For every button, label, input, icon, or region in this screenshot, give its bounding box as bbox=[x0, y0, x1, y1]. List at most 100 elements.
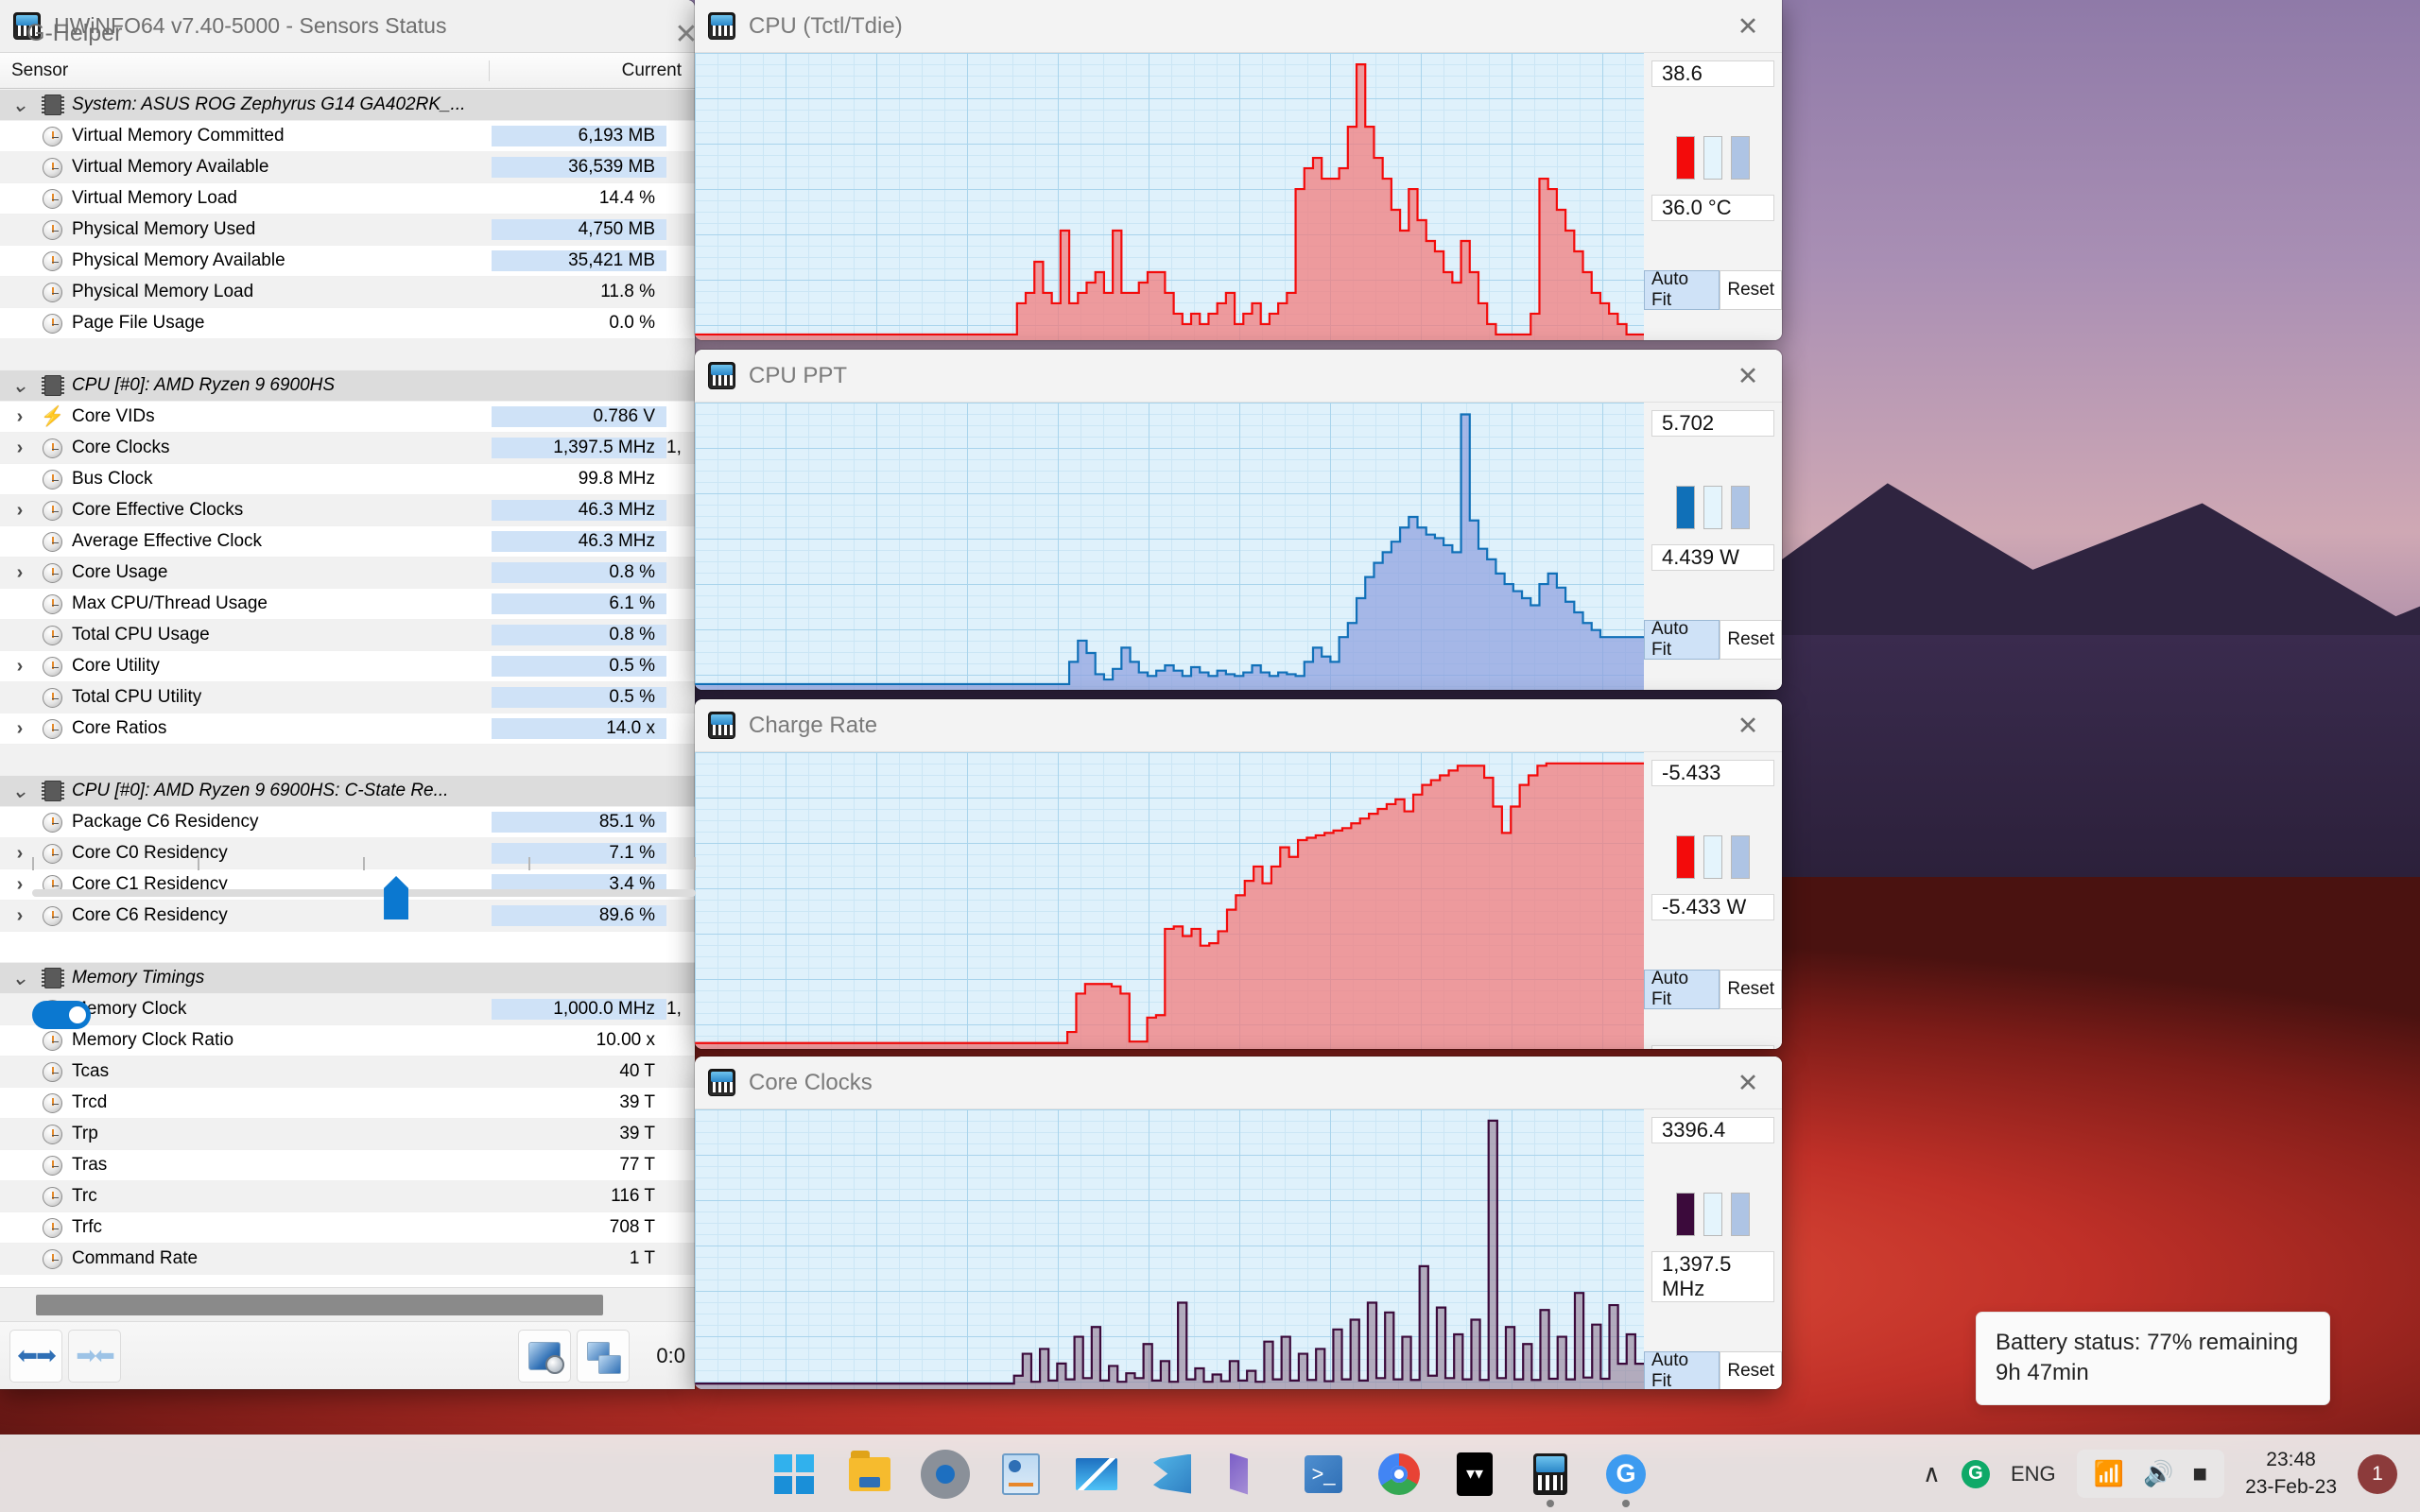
snapshot-button[interactable] bbox=[518, 1329, 572, 1383]
notification-badge[interactable]: 1 bbox=[2358, 1453, 2397, 1494]
chevron-right-icon[interactable]: › bbox=[16, 655, 24, 677]
sensor-group-row[interactable]: ⌄ System: ASUS ROG Zephyrus G14 GA402RK_.… bbox=[0, 90, 695, 121]
quick-settings-pill[interactable]: 📶 🔊 ■ bbox=[2076, 1450, 2225, 1498]
swatch-series-color[interactable] bbox=[1676, 486, 1695, 529]
sensor-row[interactable]: › Core Ratios 14.0 x bbox=[0, 713, 695, 745]
sensor-row[interactable]: › Core C6 Residency 89.6 % bbox=[0, 901, 695, 932]
chevron-right-icon[interactable]: › bbox=[16, 717, 24, 739]
graph-fit-buttons[interactable]: Auto Fit Reset bbox=[1644, 969, 1782, 1009]
auto-fit-button[interactable]: Auto Fit bbox=[1644, 269, 1720, 310]
close-icon[interactable]: ✕ bbox=[1737, 12, 1759, 41]
chevron-right-icon[interactable]: › bbox=[16, 561, 24, 583]
graph-titlebar[interactable]: CPU PPT ✕ bbox=[695, 350, 1782, 403]
collapse-all-button[interactable]: ➡⬅ bbox=[68, 1329, 121, 1383]
reset-button[interactable]: Reset bbox=[1720, 620, 1782, 660]
graph-fit-buttons[interactable]: Auto Fit Reset bbox=[1644, 269, 1782, 310]
column-header-current[interactable]: Current bbox=[621, 60, 682, 80]
sensor-row[interactable]: › Core Effective Clocks 46.3 MHz bbox=[0, 495, 695, 526]
swatch-series-color[interactable] bbox=[1676, 835, 1695, 879]
g-helper-tray-icon[interactable]: G bbox=[1961, 1459, 1990, 1488]
sensor-row[interactable]: Trcd 39 T bbox=[0, 1088, 695, 1119]
chevron-down-icon[interactable]: ⌄ bbox=[10, 93, 29, 116]
graph-window-core-clocks[interactable]: Core Clocks ✕ 3396.4 1,397.5 MHz Auto Fit Res… bbox=[695, 1057, 1782, 1389]
sensor-row[interactable]: Memory Clock 1,000.0 MHz 1, bbox=[0, 994, 695, 1025]
graph-window-cpu-tctl-tdie[interactable]: CPU (Tctl/Tdie) ✕ 38.6 36.0 °C Auto Fit Reset… bbox=[695, 0, 1782, 340]
graph-plot-area[interactable] bbox=[695, 1109, 1644, 1389]
chevron-down-icon[interactable]: ⌄ bbox=[10, 779, 29, 802]
sensor-row[interactable]: Memory Clock Ratio 10.00 x bbox=[0, 1025, 695, 1057]
sensor-row[interactable]: › Core C0 Residency 7.1 % bbox=[0, 838, 695, 869]
graph-plot-area[interactable] bbox=[695, 752, 1644, 1049]
sensor-row[interactable]: › ⚡ Core VIDs 0.786 V bbox=[0, 402, 695, 433]
graph-titlebar[interactable]: Core Clocks ✕ bbox=[695, 1057, 1782, 1109]
sensor-row[interactable]: Virtual Memory Committed 6,193 MB bbox=[0, 121, 695, 152]
taskbar[interactable]: >_ ▾▾ G ∧ G ENG 📶 🔊 ■ 23:48 23-Feb-23 1 bbox=[0, 1435, 2420, 1512]
graph-plot-area[interactable] bbox=[695, 403, 1644, 690]
hwinfo[interactable] bbox=[1528, 1452, 1573, 1507]
sensor-row[interactable]: Total CPU Utility 0.5 % bbox=[0, 682, 695, 713]
slider-knob[interactable] bbox=[384, 876, 409, 919]
sensor-row[interactable]: Package C6 Residency 85.1 % bbox=[0, 807, 695, 838]
chevron-down-icon[interactable]: ⌄ bbox=[10, 966, 29, 989]
file-explorer[interactable] bbox=[847, 1450, 892, 1497]
swatch-average-color[interactable] bbox=[1731, 136, 1750, 180]
visual-studio-code[interactable] bbox=[1150, 1452, 1195, 1497]
start-button[interactable] bbox=[771, 1452, 817, 1497]
sensor-row[interactable]: › Core Utility 0.5 % bbox=[0, 651, 695, 682]
sensor-row[interactable]: Max CPU/Thread Usage 6.1 % bbox=[0, 589, 695, 620]
language-indicator[interactable]: ENG bbox=[2010, 1461, 2056, 1486]
swatch-background-color[interactable] bbox=[1703, 486, 1722, 529]
system-tray[interactable]: ∧ G ENG 📶 🔊 ■ 23:48 23-Feb-23 1 bbox=[1923, 1435, 2420, 1512]
mail[interactable] bbox=[1074, 1452, 1119, 1497]
sensor-row[interactable]: Physical Memory Load 11.8 % bbox=[0, 277, 695, 308]
auto-fit-button[interactable]: Auto Fit bbox=[1644, 969, 1720, 1009]
swatch-average-color[interactable] bbox=[1731, 1193, 1750, 1236]
sensor-row[interactable]: Trfc 708 T bbox=[0, 1212, 695, 1244]
sensor-row[interactable]: Tras 77 T bbox=[0, 1150, 695, 1181]
battery-charge-limit-slider[interactable] bbox=[32, 857, 696, 923]
ghelper-titlebar[interactable]: G-Helper ✕ bbox=[0, 0, 728, 66]
run-on-startup-toggle[interactable] bbox=[32, 1001, 91, 1029]
sensor-row[interactable]: › Core Clocks 1,397.5 MHz 1, bbox=[0, 433, 695, 464]
graph-color-swatches[interactable] bbox=[1676, 136, 1750, 180]
close-icon[interactable]: ✕ bbox=[1737, 362, 1759, 390]
close-icon[interactable]: ✕ bbox=[1737, 712, 1759, 740]
swatch-average-color[interactable] bbox=[1731, 835, 1750, 879]
horizontal-scrollbar[interactable] bbox=[0, 1287, 695, 1321]
multi-monitor-button[interactable] bbox=[577, 1329, 631, 1383]
swatch-series-color[interactable] bbox=[1676, 1193, 1695, 1236]
neovim[interactable] bbox=[1225, 1452, 1270, 1497]
swatch-series-color[interactable] bbox=[1676, 136, 1695, 180]
swatch-average-color[interactable] bbox=[1731, 486, 1750, 529]
sensor-row[interactable]: Command Rate 1 T bbox=[0, 1244, 695, 1275]
sensor-group-row[interactable]: ⌄ CPU [#0]: AMD Ryzen 9 6900HS bbox=[0, 370, 695, 402]
auto-fit-button[interactable]: Auto Fit bbox=[1644, 619, 1720, 660]
sensor-row[interactable]: Page File Usage 0.0 % bbox=[0, 308, 695, 339]
hwinfo-toolbar[interactable]: ⬅➡ ➡⬅ 0:0 bbox=[0, 1321, 695, 1389]
battery-icon[interactable]: ■ bbox=[2192, 1459, 2208, 1487]
chevron-right-icon[interactable]: › bbox=[16, 904, 24, 926]
auto-fit-button[interactable]: Auto Fit bbox=[1644, 1350, 1720, 1389]
sensor-group-row[interactable]: ⌄ CPU [#0]: AMD Ryzen 9 6900HS: C-State R… bbox=[0, 776, 695, 807]
google-chrome[interactable] bbox=[1376, 1452, 1422, 1497]
column-header-sensor[interactable]: Sensor bbox=[0, 60, 490, 81]
chevron-right-icon[interactable]: › bbox=[16, 842, 24, 864]
chevron-right-icon[interactable]: › bbox=[16, 405, 24, 427]
sensor-list[interactable]: ⌄ System: ASUS ROG Zephyrus G14 GA402RK_.… bbox=[0, 90, 695, 1287]
reset-button[interactable]: Reset bbox=[1720, 970, 1782, 1009]
slider-track[interactable] bbox=[32, 889, 696, 897]
taskbar-icons[interactable]: >_ ▾▾ G bbox=[771, 1450, 1649, 1507]
chevron-up-icon[interactable]: ∧ bbox=[1922, 1459, 1941, 1487]
swatch-background-color[interactable] bbox=[1703, 835, 1722, 879]
scrollbar-thumb[interactable] bbox=[36, 1294, 603, 1315]
chevron-down-icon[interactable]: ⌄ bbox=[10, 373, 29, 397]
close-icon[interactable]: ✕ bbox=[1737, 1069, 1759, 1097]
g-helper[interactable]: G bbox=[1603, 1452, 1649, 1507]
graph-color-swatches[interactable] bbox=[1676, 486, 1750, 529]
sensor-row[interactable]: Tcas 40 T bbox=[0, 1057, 695, 1088]
sensor-row[interactable]: Trc 116 T bbox=[0, 1181, 695, 1212]
swatch-background-color[interactable] bbox=[1703, 1193, 1722, 1236]
graph-color-swatches[interactable] bbox=[1676, 835, 1750, 879]
